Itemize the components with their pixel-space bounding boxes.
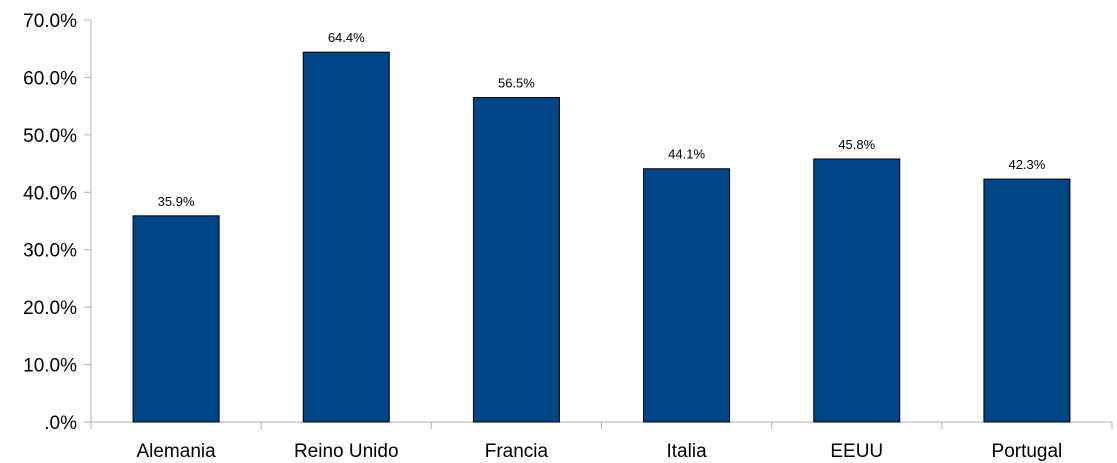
bar-francia — [472, 97, 560, 423]
data-label: 35.9% — [158, 194, 195, 209]
x-tick-label: Alemania — [136, 441, 216, 462]
x-axis-labels: Alemania Reino Unido Francia Italia EEUU Port… — [136, 441, 1062, 462]
y-tick-label: 40.0% — [23, 183, 77, 204]
data-labels: 35.9% 64.4% 56.5% 44.1% 45.8% 42.3% — [158, 30, 1046, 209]
y-tick-label: .0% — [44, 413, 77, 434]
y-tick-label: 50.0% — [23, 126, 77, 147]
bar-reino-unido — [302, 51, 390, 423]
x-tick-label: Reino Unido — [294, 441, 399, 462]
x-tick-label: Francia — [485, 441, 549, 462]
bar-portugal — [983, 178, 1071, 423]
data-label: 42.3% — [1008, 157, 1045, 172]
y-tick-label: 70.0% — [23, 11, 77, 32]
chart-axes — [90, 20, 1113, 429]
x-tick-label: Italia — [667, 441, 708, 462]
x-tick-label: EEUU — [830, 441, 883, 462]
y-tick-label: 30.0% — [23, 241, 77, 262]
y-tick-label: 20.0% — [23, 298, 77, 319]
y-tick-label: 10.0% — [23, 356, 77, 377]
x-tick-label: Portugal — [992, 441, 1063, 462]
data-label: 45.8% — [838, 137, 875, 152]
bar-alemania — [132, 215, 220, 423]
data-label: 56.5% — [498, 76, 535, 91]
y-tick-label: 60.0% — [23, 68, 77, 89]
bar-eeuu — [813, 158, 901, 423]
data-label: 64.4% — [328, 30, 365, 45]
chart-bars — [132, 51, 1071, 423]
data-label: 44.1% — [668, 147, 705, 162]
bar-italia — [643, 168, 731, 423]
y-axis-ticks: .0% 10.0% 20.0% 30.0% 40.0% 50.0% 60.0% 70.0% — [23, 11, 91, 434]
